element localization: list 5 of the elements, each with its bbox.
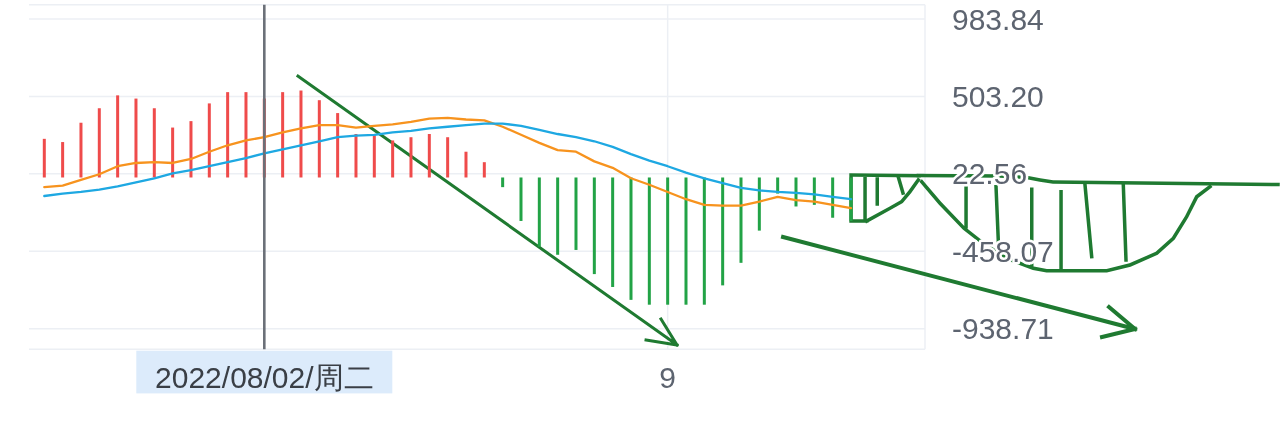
x-tick-label: 9 (659, 360, 676, 394)
y-tick-label: 983.84 (952, 2, 1044, 36)
y-tick-label: 503.20 (952, 79, 1044, 113)
y-tick-label: -938.71 (952, 312, 1054, 346)
x-tick-label: 2022/08/02/周二 (155, 360, 374, 394)
